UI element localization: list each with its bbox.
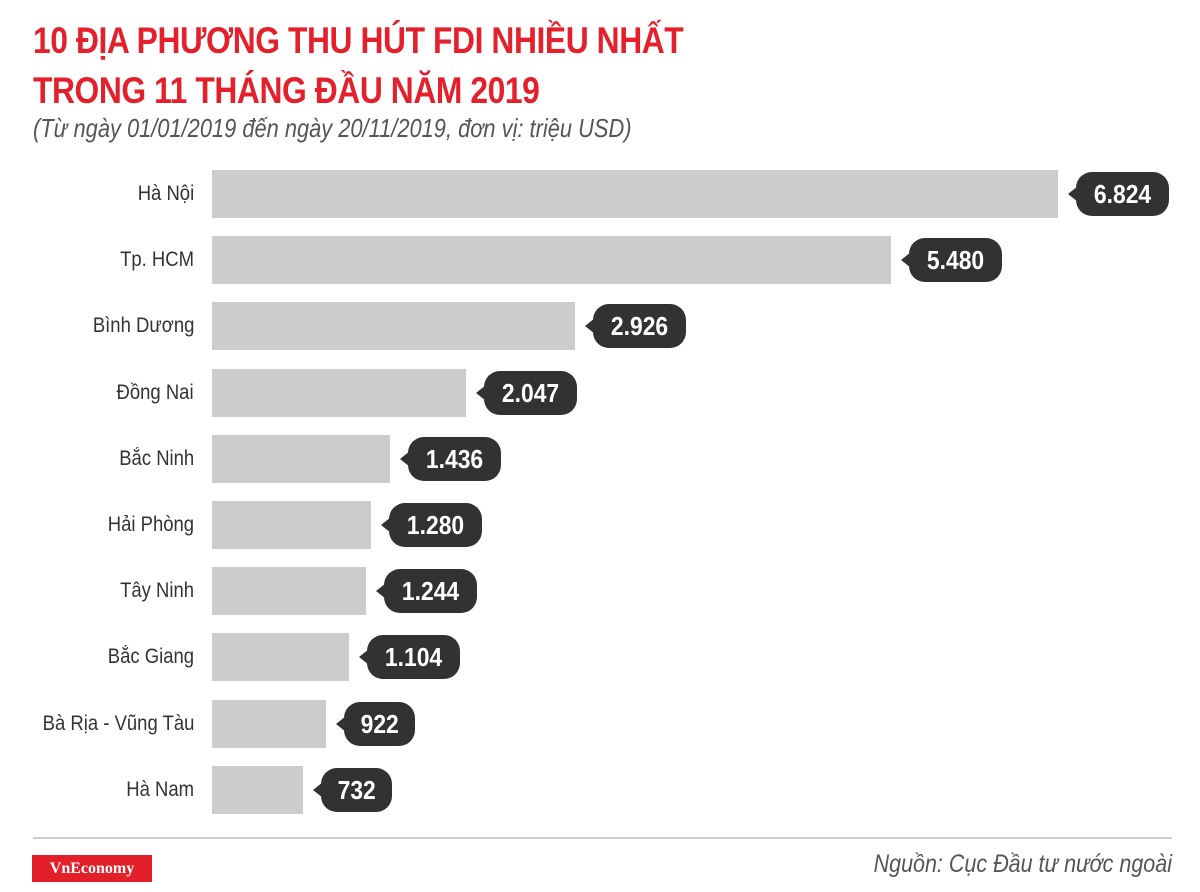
category-label: Tây Ninh bbox=[120, 579, 194, 602]
value-bubble: 1.104 bbox=[358, 635, 461, 679]
bar bbox=[212, 302, 575, 350]
value-label: 732 bbox=[337, 775, 376, 805]
source-note: Nguồn: Cục Đầu tư nước ngoài bbox=[873, 850, 1172, 878]
bar-row: Tp. HCM 5.480 bbox=[0, 236, 1200, 284]
value-bubble: 2.047 bbox=[475, 371, 578, 415]
category-label: Hà Nội bbox=[137, 182, 194, 205]
category-label: Bắc Ninh bbox=[119, 447, 194, 470]
category-label: Đồng Nai bbox=[116, 381, 194, 404]
category-label: Hà Nam bbox=[126, 778, 194, 801]
chart-title-line-2: TRONG 11 THÁNG ĐẦU NĂM 2019 bbox=[33, 70, 540, 111]
value-label: 6.824 bbox=[1093, 179, 1152, 209]
bar-row: Hải Phòng 1.280 bbox=[0, 501, 1200, 549]
category-label: Hải Phòng bbox=[107, 513, 194, 536]
bar bbox=[212, 700, 326, 748]
value-label: 2.047 bbox=[501, 378, 560, 408]
value-bubble: 732 bbox=[312, 768, 393, 812]
footer-divider bbox=[33, 837, 1172, 839]
category-label: Bình Dương bbox=[92, 314, 194, 337]
bar-row: Đồng Nai 2.047 bbox=[0, 369, 1200, 417]
bar-row: Bắc Ninh 1.436 bbox=[0, 435, 1200, 483]
value-label: 1.436 bbox=[425, 444, 484, 474]
bar bbox=[212, 501, 371, 549]
vneconomy-logo: VnEconomy bbox=[32, 855, 152, 882]
value-bubble: 2.926 bbox=[584, 304, 687, 348]
chart-title-line-1: 10 ĐỊA PHƯƠNG THU HÚT FDI NHIỀU NHẤT bbox=[33, 20, 684, 61]
bar-row: Hà Nội 6.824 bbox=[0, 170, 1200, 218]
category-label: Tp. HCM bbox=[120, 248, 194, 271]
value-label: 922 bbox=[360, 709, 399, 739]
bar bbox=[212, 766, 303, 814]
bar bbox=[212, 369, 466, 417]
bar bbox=[212, 170, 1058, 218]
value-label: 1.280 bbox=[406, 510, 465, 540]
value-label: 2.926 bbox=[610, 311, 669, 341]
value-label: 1.104 bbox=[384, 642, 443, 672]
bar-row: Hà Nam 732 bbox=[0, 766, 1200, 814]
value-label: 1.244 bbox=[401, 576, 460, 606]
value-label: 5.480 bbox=[926, 245, 985, 275]
bar bbox=[212, 633, 349, 681]
bar bbox=[212, 435, 390, 483]
category-label: Bắc Giang bbox=[107, 645, 194, 668]
bar-row: Tây Ninh 1.244 bbox=[0, 567, 1200, 615]
bar bbox=[212, 236, 891, 284]
value-bubble: 1.280 bbox=[380, 503, 483, 547]
bar-row: Bắc Giang 1.104 bbox=[0, 633, 1200, 681]
value-bubble: 5.480 bbox=[900, 238, 1003, 282]
value-bubble: 6.824 bbox=[1067, 172, 1170, 216]
value-bubble: 922 bbox=[335, 702, 416, 746]
category-label: Bà Rịa - Vũng Tàu bbox=[42, 712, 194, 735]
value-bubble: 1.436 bbox=[399, 437, 502, 481]
chart-subtitle: (Từ ngày 01/01/2019 đến ngày 20/11/2019,… bbox=[33, 113, 632, 143]
bar bbox=[212, 567, 366, 615]
value-bubble: 1.244 bbox=[375, 569, 478, 613]
bar-row: Bà Rịa - Vũng Tàu 922 bbox=[0, 700, 1200, 748]
bar-row: Bình Dương 2.926 bbox=[0, 302, 1200, 350]
